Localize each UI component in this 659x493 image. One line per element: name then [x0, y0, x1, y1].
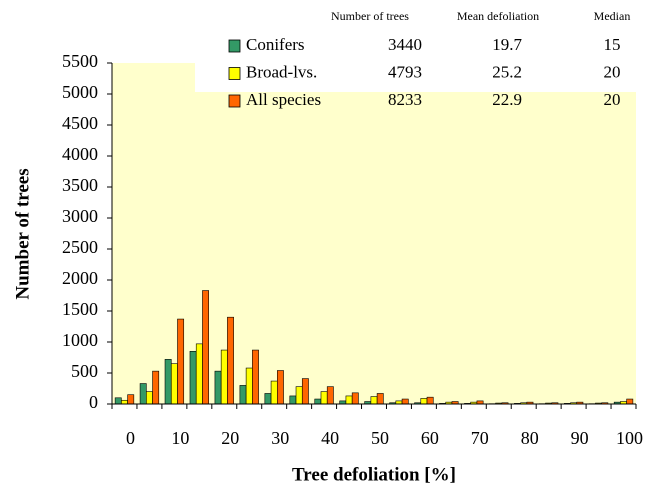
- y-tick-label: 1000: [62, 330, 98, 350]
- legend-value: 19.7: [492, 35, 522, 54]
- bar: [252, 349, 259, 405]
- legend-value: 3440: [388, 35, 422, 54]
- x-tick-label: 100: [616, 428, 643, 448]
- bar: [277, 370, 284, 405]
- bar: [170, 363, 178, 405]
- bar: [376, 393, 384, 405]
- x-tick-label: 40: [321, 428, 339, 448]
- x-tick-label: 50: [371, 428, 389, 448]
- legend-value: 15: [604, 35, 621, 54]
- bar: [139, 383, 147, 405]
- bar: [289, 395, 297, 405]
- x-axis-title: Tree defoliation [%]: [292, 464, 456, 485]
- y-tick-label: 2500: [62, 237, 98, 257]
- legend-column-header: Median: [594, 9, 631, 23]
- y-tick-label: 1500: [62, 299, 98, 319]
- legend-value: 22.9: [492, 90, 522, 109]
- bar: [177, 318, 185, 405]
- bar: [227, 316, 234, 405]
- legend-value: 25.2: [492, 62, 522, 81]
- bar: [195, 343, 203, 405]
- y-tick-label: 4000: [62, 144, 98, 164]
- legend-swatch: [228, 67, 241, 80]
- bar: [370, 396, 378, 405]
- legend-label: Conifers: [246, 35, 305, 54]
- bar: [401, 398, 409, 405]
- legend-value: 20: [604, 62, 621, 81]
- legend-label: Broad-lvs.: [246, 62, 317, 81]
- bar: [326, 386, 334, 405]
- y-tick-label: 5500: [62, 51, 98, 71]
- x-tick-label: 70: [471, 428, 489, 448]
- bar: [239, 385, 247, 405]
- x-tick-label: 20: [221, 428, 239, 448]
- x-tick-label: 0: [126, 428, 135, 448]
- y-tick-label: 500: [71, 361, 98, 381]
- y-tick-label: 3500: [62, 175, 98, 195]
- bar: [189, 350, 197, 405]
- bar: [351, 392, 359, 405]
- y-tick-label: 3000: [62, 206, 98, 226]
- y-tick-label: 4500: [62, 113, 98, 133]
- legend-column-header: Number of trees: [331, 9, 409, 23]
- bar: [301, 378, 309, 405]
- y-axis-title: Number of trees: [12, 168, 33, 299]
- bar: [214, 370, 222, 405]
- bar: [295, 386, 303, 405]
- bar: [320, 391, 328, 405]
- legend-value: 8233: [388, 90, 422, 109]
- bar: [264, 393, 272, 405]
- bar: [426, 396, 434, 405]
- bar: [245, 367, 253, 405]
- legend-column-header: Mean defoliation: [457, 9, 539, 23]
- legend-box: [195, 28, 636, 92]
- legend-label: All species: [246, 90, 321, 109]
- bar: [270, 380, 278, 405]
- bar: [121, 399, 128, 405]
- x-tick-label: 80: [521, 428, 539, 448]
- bar: [114, 397, 122, 405]
- legend-value: 4793: [388, 62, 422, 81]
- bar: [314, 398, 322, 405]
- bar: [345, 395, 353, 405]
- bar: [127, 394, 135, 405]
- bar: [146, 391, 153, 405]
- x-tick-label: 90: [571, 428, 589, 448]
- legend-swatch: [228, 94, 241, 108]
- bar: [202, 290, 209, 405]
- bar: [220, 349, 228, 405]
- x-tick-label: 60: [421, 428, 439, 448]
- bar: [152, 370, 160, 405]
- y-tick-label: 5000: [62, 82, 98, 102]
- legend-value: 20: [604, 90, 621, 109]
- bar: [626, 398, 634, 405]
- y-tick-label: 0: [89, 392, 98, 412]
- bar: [164, 359, 172, 405]
- legend-swatch: [228, 39, 241, 53]
- bar: [420, 398, 428, 405]
- y-tick-label: 2000: [62, 268, 98, 288]
- x-tick-label: 30: [271, 428, 289, 448]
- x-tick-label: 10: [171, 428, 189, 448]
